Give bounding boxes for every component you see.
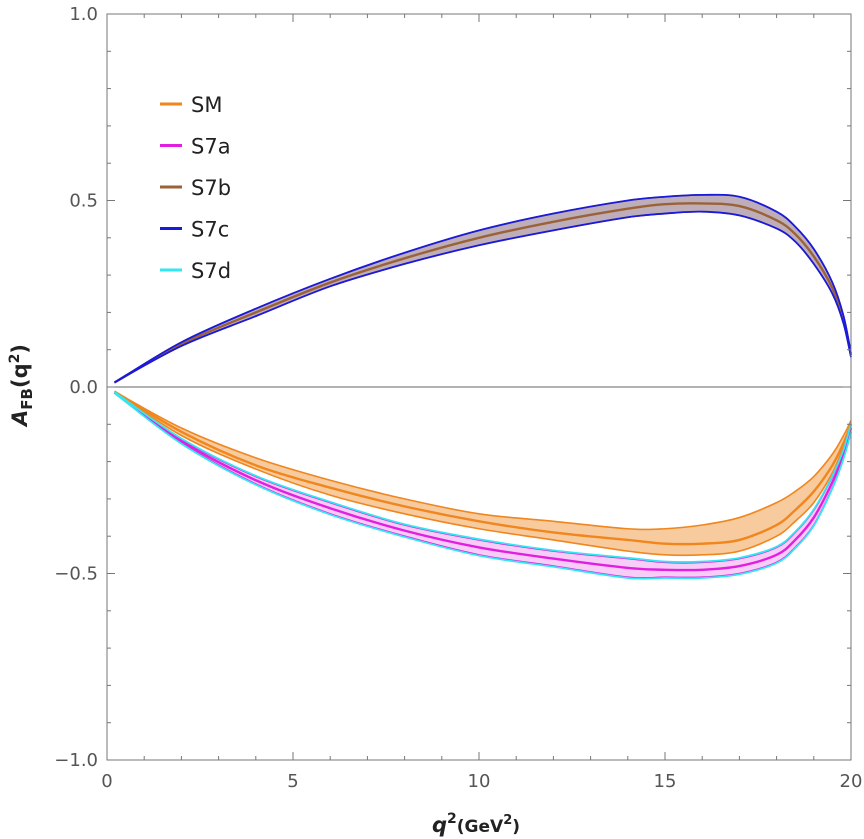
y-tick-label: −1.0 — [54, 750, 98, 771]
plot-frame — [106, 13, 852, 761]
legend-label-sm: SM — [191, 93, 222, 117]
series-s7a-central-line — [113, 391, 853, 572]
series-sm-lower-line — [114, 390, 852, 557]
series-s7c-lower-line — [114, 210, 852, 384]
x-tick-label: 15 — [654, 771, 677, 792]
legend-label-s7a: S7a — [191, 135, 231, 159]
x-tick-label: 10 — [468, 771, 491, 792]
legend-label-s7c: S7c — [191, 218, 229, 242]
y-tick-label: 0.5 — [69, 191, 98, 212]
y-tick-label: 1.0 — [69, 4, 98, 25]
x-tick-label: 0 — [101, 771, 112, 792]
series-s7d-upper-line — [113, 391, 852, 563]
y-axis-title: AFB(q2) — [7, 344, 36, 428]
band-s7b — [114, 194, 851, 383]
x-tick-label: 5 — [287, 771, 298, 792]
legend-label-s7b: S7b — [191, 176, 231, 200]
y-tick-label: 0.0 — [69, 377, 98, 398]
legend: SM S7a S7b S7c S7d — [160, 93, 231, 283]
y-tick-label: −0.5 — [54, 564, 98, 585]
lines-layer — [113, 193, 853, 580]
x-tick-label: 20 — [840, 771, 863, 792]
series-s7c-upper-line — [113, 193, 852, 384]
series-sm-central-line — [113, 390, 853, 546]
legend-label-s7d: S7d — [191, 259, 231, 283]
series-s7b-central-line — [113, 202, 853, 384]
x-axis-title: q2(GeV2) — [432, 811, 520, 837]
series-sm-upper-line — [114, 390, 852, 531]
series-s7d-lower-line — [113, 392, 852, 580]
bands-layer — [114, 194, 851, 579]
ticks-layer: 0 5 10 15 20 1.0 0.5 0.0 −0.5 −1.0 — [54, 4, 862, 792]
band-sm — [114, 391, 851, 556]
